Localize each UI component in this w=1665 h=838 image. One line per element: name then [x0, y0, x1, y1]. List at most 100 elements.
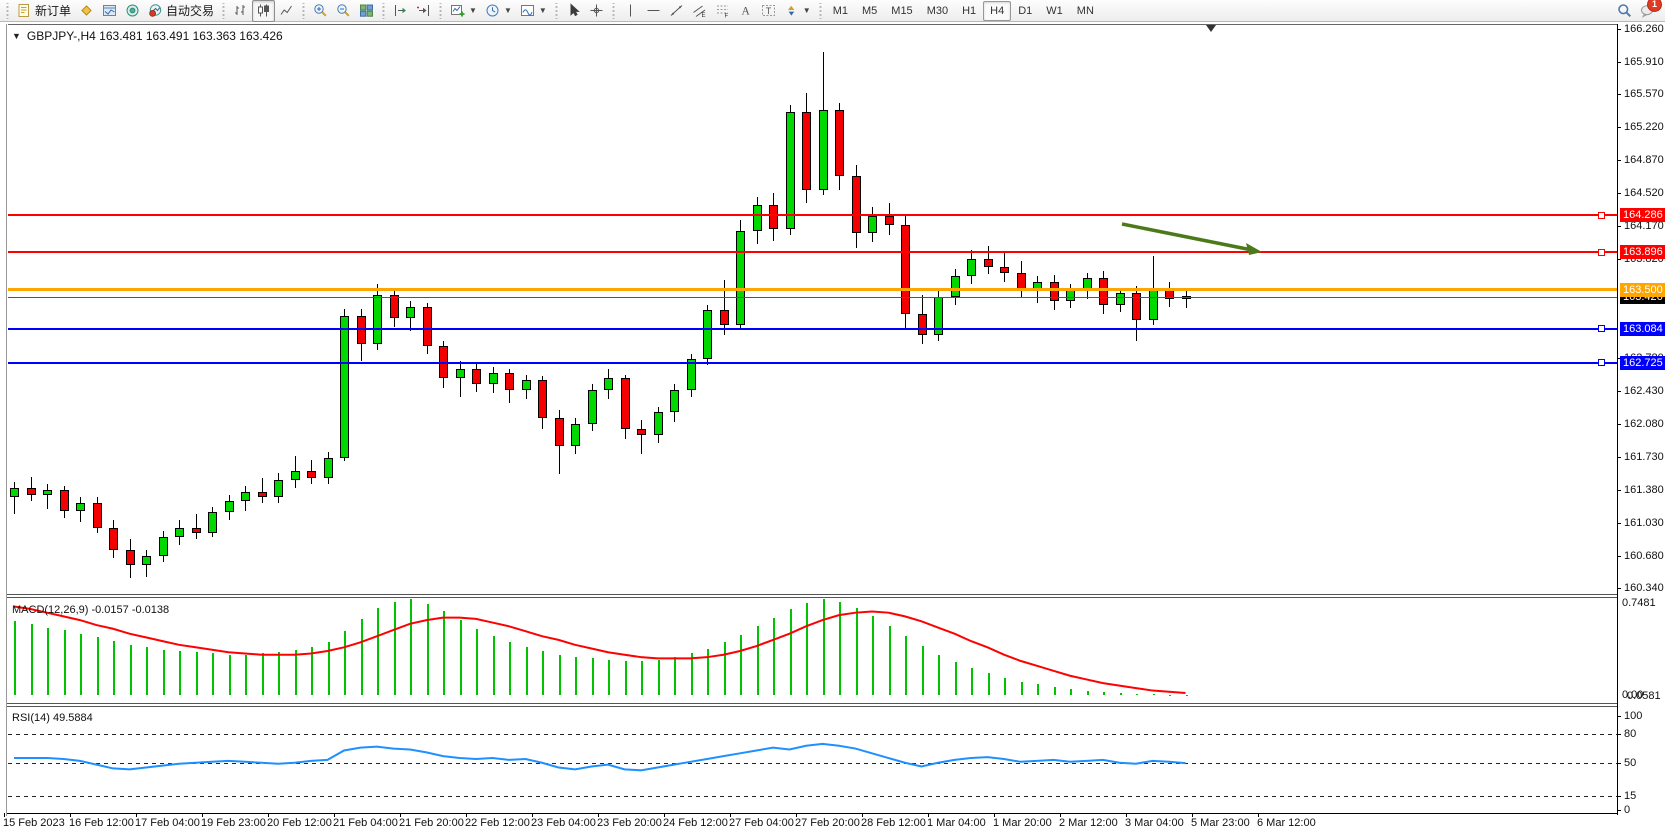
line-handle[interactable] [1598, 359, 1605, 367]
candle [488, 372, 498, 385]
chart-window[interactable]: ▼ GBPJPY-,H4 163.481 163.491 163.363 163… [0, 22, 1665, 838]
chevron-down-icon[interactable]: ▼ [802, 6, 811, 15]
indicator-window-button[interactable]: ▼ [516, 0, 551, 22]
macd-histogram-bar [360, 618, 363, 696]
equidistant-channel-button[interactable]: E [688, 0, 711, 22]
timeframe-w1-button[interactable]: W1 [1046, 4, 1063, 17]
text-button[interactable]: A [734, 0, 757, 22]
notifications-button[interactable]: 1 [1636, 0, 1662, 22]
toolbar-group-handle[interactable] [553, 2, 559, 19]
date-label: 21 Feb 20:00 [399, 817, 464, 829]
timeframe-d1-button[interactable]: D1 [1018, 4, 1033, 17]
chevron-down-icon[interactable]: ▼ [503, 6, 512, 15]
toolbar-group-handle[interactable] [610, 2, 616, 19]
horizontal-line-164.286[interactable] [8, 214, 1617, 217]
candle [686, 359, 696, 390]
candle [587, 389, 597, 424]
date-tick-mark [664, 813, 665, 817]
macd-histogram-bar [63, 629, 66, 696]
date-tick-mark [1060, 813, 1061, 817]
timeframe-m5-button[interactable]: M5 [862, 4, 878, 17]
metaquotes-button[interactable] [75, 0, 98, 22]
candle [505, 372, 514, 390]
period-clock-button[interactable]: ▼ [481, 0, 516, 22]
text-icon: A [738, 3, 753, 18]
chevron-down-icon[interactable]: ▼ [538, 6, 547, 15]
price-tick-label: 164.170 [1624, 220, 1664, 233]
macd-axis-max: 0.7481 [1622, 597, 1656, 610]
arrows-button[interactable]: ▼ [780, 0, 815, 22]
bar-chart-button[interactable] [229, 0, 252, 22]
macd-histogram-bar [162, 649, 165, 696]
candle [340, 316, 349, 458]
vertical-line-button[interactable] [619, 0, 642, 22]
new-order-button[interactable]: 新订单 [13, 0, 75, 22]
candle [637, 429, 646, 436]
search-button[interactable] [1613, 0, 1636, 22]
timeframe-mn-button[interactable]: MN [1076, 4, 1094, 17]
toolbar-group-handle[interactable] [438, 2, 444, 19]
navigator-button[interactable] [121, 0, 144, 22]
macd-rsi-splitter[interactable] [7, 703, 1617, 708]
timeframe-m1-button[interactable]: M1 [832, 4, 848, 17]
trend-arrow-annotation[interactable] [0, 22, 1665, 838]
macd-histogram-bar [707, 648, 709, 696]
candle [175, 527, 184, 537]
fibonacci-button[interactable]: F [711, 0, 734, 22]
toolbar-group-handle[interactable] [817, 2, 823, 19]
price-axis-line [1617, 24, 1618, 815]
rsi-axis-label: 0 [1624, 804, 1631, 816]
line-chart-button[interactable] [275, 0, 298, 22]
chart-shift-button[interactable] [389, 0, 412, 22]
timeframe-h1-button[interactable]: H1 [962, 4, 977, 17]
text-label-button[interactable]: T [757, 0, 780, 22]
crosshair-button[interactable] [585, 0, 608, 22]
line-handle[interactable] [1598, 325, 1605, 333]
price-tick-label: 164.520 [1624, 187, 1664, 200]
zoom-out-button[interactable] [332, 0, 355, 22]
timeframe-m30-button[interactable]: M30 [926, 4, 949, 17]
macd-histogram-bar [921, 646, 924, 696]
candle [818, 110, 828, 190]
autotrading-button[interactable]: 自动交易 [144, 0, 218, 22]
chevron-down-icon[interactable]: ▼ [469, 6, 477, 15]
timeframe-h4-button[interactable]: H4 [983, 0, 1012, 21]
chart-shift-marker[interactable] [1206, 25, 1216, 32]
horizontal-line-162.725[interactable] [8, 361, 1617, 364]
tile-windows-button[interactable] [355, 0, 378, 22]
candle [76, 503, 85, 511]
market-watch-button[interactable] [98, 0, 121, 22]
macd-histogram-bar [146, 647, 148, 696]
toolbar-group-handle[interactable] [381, 2, 387, 19]
line-handle[interactable] [1598, 211, 1605, 219]
new-chart-button[interactable]: ▼ [446, 0, 481, 22]
timeframe-m15-button[interactable]: M15 [891, 4, 913, 17]
collapse-chart-icon[interactable]: ▼ [12, 31, 21, 41]
horizontal-line-button[interactable] [642, 0, 665, 22]
toolbar-group-handle[interactable] [5, 2, 10, 19]
toolbar-group-handle[interactable] [301, 2, 307, 19]
trendline-button[interactable] [665, 0, 688, 22]
time-axis-line [7, 813, 1617, 814]
horizontal-line-163.896[interactable] [8, 251, 1617, 254]
cursor-button[interactable] [562, 0, 585, 22]
horizontal-line-163.500[interactable] [8, 288, 1617, 292]
line-handle[interactable] [1598, 248, 1605, 256]
macd-histogram-bar [476, 628, 478, 696]
price-tick-mark [1617, 62, 1621, 64]
chart-autoscroll-button[interactable] [412, 0, 435, 22]
candle [109, 527, 118, 551]
price-tick-mark [1617, 160, 1621, 162]
candlestick-button[interactable] [252, 0, 276, 22]
candle [290, 470, 300, 481]
zoom-in-button[interactable] [309, 0, 332, 22]
metaquotes-icon [79, 3, 94, 18]
price-macd-splitter[interactable] [7, 594, 1617, 599]
macd-histogram-bar [591, 658, 594, 696]
toolbar-group-handle[interactable] [221, 2, 227, 19]
horizontal-line-163.084[interactable] [8, 327, 1617, 330]
rsi-level-15 [8, 795, 1617, 797]
date-label: 27 Feb 04:00 [729, 817, 794, 829]
macd-axis-min: 0.0581 [1627, 689, 1661, 702]
candle [455, 368, 465, 379]
